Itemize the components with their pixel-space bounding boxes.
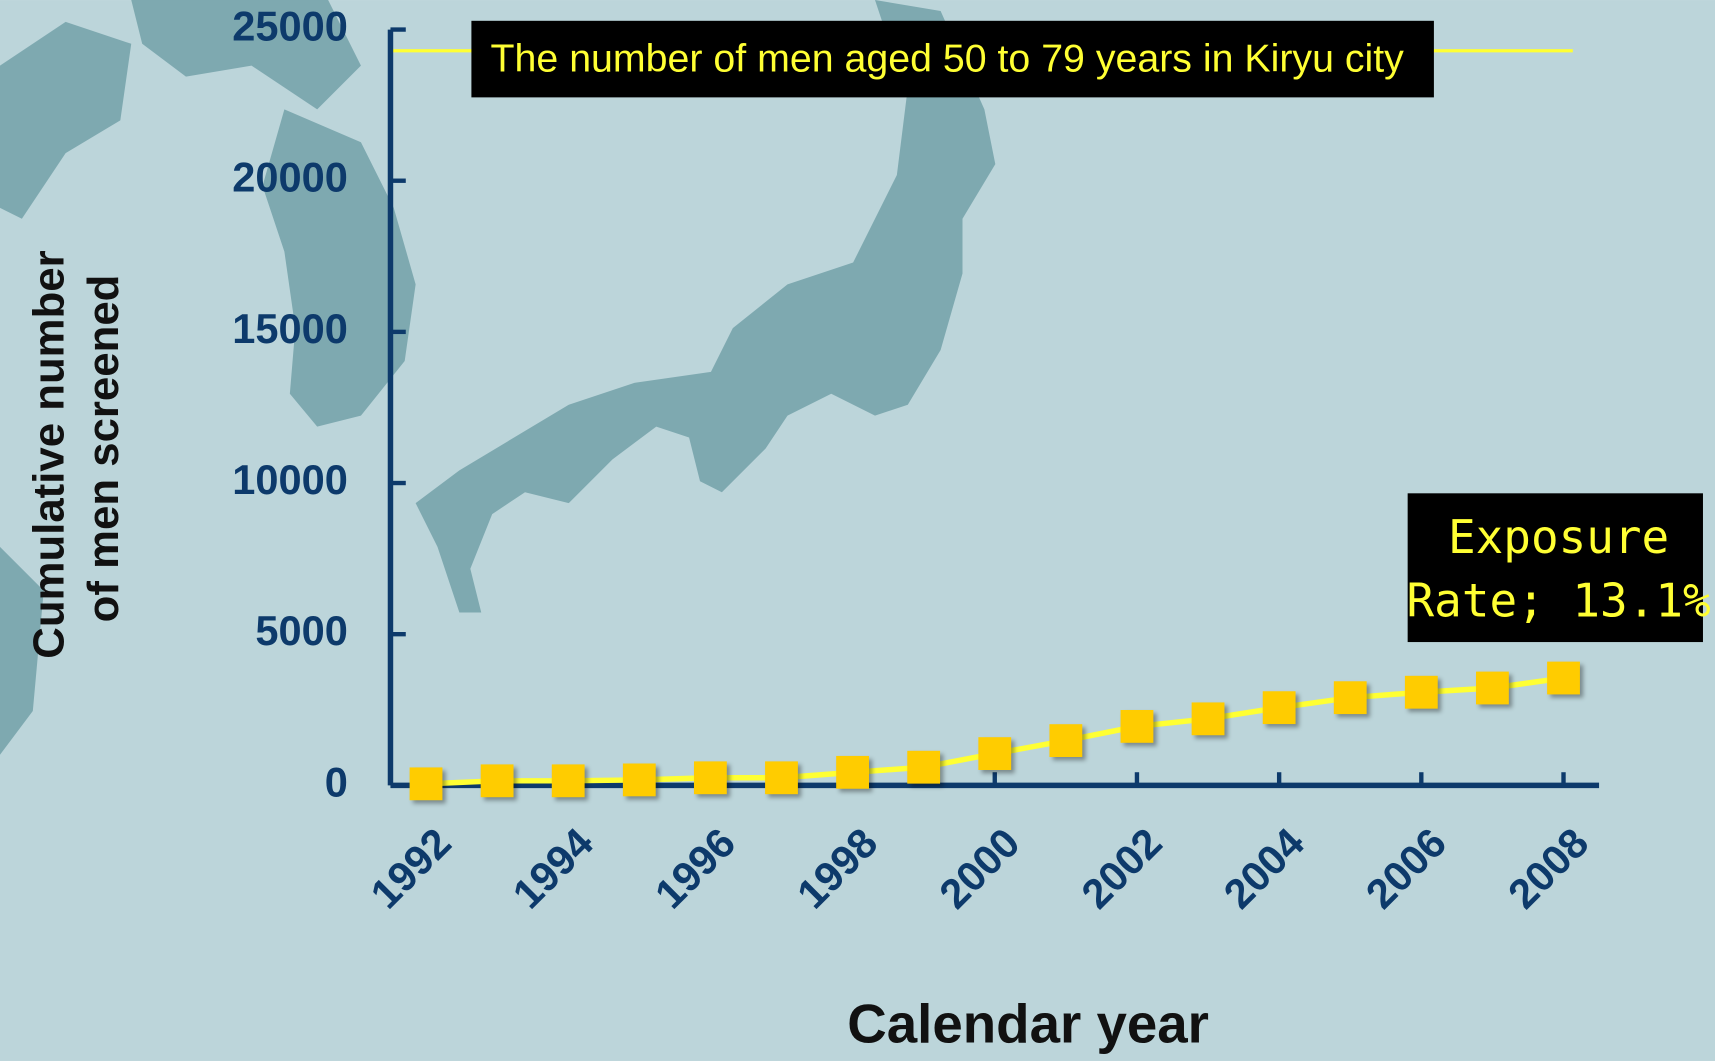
data-point xyxy=(1191,702,1225,736)
data-point xyxy=(1547,661,1580,695)
data-point xyxy=(907,750,941,784)
y-axis-title: Cumulative number of men screened xyxy=(24,238,128,659)
data-point xyxy=(836,755,869,789)
annotation-text: Rate; 13.1% xyxy=(1407,573,1711,627)
y-axis-title-line: Cumulative number xyxy=(24,250,73,658)
y-tick-label: 25000 xyxy=(232,3,348,50)
data-point xyxy=(551,764,585,798)
y-tick-label: 0 xyxy=(325,758,348,805)
x-axis-title: Calendar year xyxy=(847,993,1209,1055)
annotation-box xyxy=(1407,493,1703,643)
annotation-text: Exposure xyxy=(1448,510,1669,564)
data-point xyxy=(1476,671,1509,705)
map xyxy=(0,0,996,755)
data-point xyxy=(480,764,514,798)
data-point xyxy=(409,767,443,801)
y-tick-label: 15000 xyxy=(232,305,348,352)
y-axis-title-line: of men screened xyxy=(79,275,128,623)
reference-label-box xyxy=(471,20,1434,98)
y-tick-label: 10000 xyxy=(232,456,348,503)
data-point xyxy=(1120,709,1154,743)
reference-label: The number of men aged 50 to 79 years in… xyxy=(491,37,1405,81)
data-point xyxy=(1404,675,1438,709)
data-point xyxy=(693,761,727,795)
y-tick-label: 20000 xyxy=(232,154,348,201)
y-tick-label: 5000 xyxy=(255,607,347,654)
data-point xyxy=(622,763,656,797)
data-point xyxy=(1262,691,1296,725)
data-point xyxy=(978,737,1012,771)
data-point xyxy=(1049,724,1083,758)
data-point xyxy=(765,761,798,795)
data-point xyxy=(1333,681,1367,715)
